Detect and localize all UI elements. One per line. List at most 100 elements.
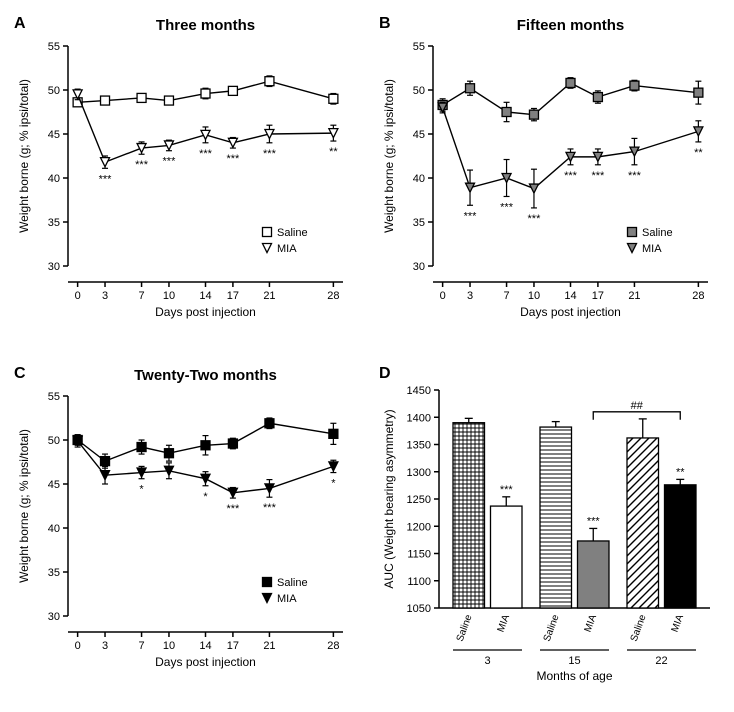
svg-text:1250: 1250 xyxy=(407,494,431,506)
svg-text:*: * xyxy=(139,484,144,496)
svg-text:30: 30 xyxy=(413,261,425,273)
svg-text:**: ** xyxy=(694,147,703,159)
svg-text:1350: 1350 xyxy=(407,440,431,452)
svg-text:45: 45 xyxy=(413,129,425,141)
svg-text:17: 17 xyxy=(227,290,239,302)
svg-text:Saline: Saline xyxy=(542,613,562,643)
svg-text:35: 35 xyxy=(48,217,60,229)
svg-text:MIA: MIA xyxy=(277,243,297,255)
svg-text:##: ## xyxy=(631,400,644,412)
svg-text:***: *** xyxy=(500,201,514,213)
svg-text:1200: 1200 xyxy=(407,521,431,533)
svg-text:Months of age: Months of age xyxy=(536,669,612,683)
svg-text:1300: 1300 xyxy=(407,467,431,479)
svg-text:Saline: Saline xyxy=(277,227,308,239)
svg-text:Days post injection: Days post injection xyxy=(520,305,621,319)
svg-text:MIA: MIA xyxy=(277,593,297,605)
svg-text:MIA: MIA xyxy=(642,243,662,255)
svg-text:50: 50 xyxy=(48,85,60,97)
svg-text:50: 50 xyxy=(413,85,425,97)
svg-text:***: *** xyxy=(135,159,149,171)
panel-c: CTwenty-Two months303540455055Weight bor… xyxy=(10,360,355,690)
svg-text:***: *** xyxy=(591,170,605,182)
svg-text:C: C xyxy=(14,365,26,382)
panel-a: AThree months303540455055Weight borne (g… xyxy=(10,10,355,340)
svg-text:40: 40 xyxy=(48,523,60,535)
svg-text:***: *** xyxy=(587,515,601,527)
svg-text:***: *** xyxy=(99,173,113,185)
svg-text:50: 50 xyxy=(48,435,60,447)
svg-text:Weight borne (g; % ipsi/total): Weight borne (g; % ipsi/total) xyxy=(382,79,396,233)
svg-text:3: 3 xyxy=(102,640,108,652)
svg-text:Saline: Saline xyxy=(455,613,475,643)
svg-text:***: *** xyxy=(163,156,177,168)
svg-text:17: 17 xyxy=(227,640,239,652)
svg-text:Saline: Saline xyxy=(629,613,649,643)
svg-text:Fifteen months: Fifteen months xyxy=(517,17,625,34)
svg-text:0: 0 xyxy=(75,290,81,302)
svg-text:MIA: MIA xyxy=(583,613,600,634)
svg-text:14: 14 xyxy=(564,290,576,302)
svg-text:Saline: Saline xyxy=(277,577,308,589)
svg-text:0: 0 xyxy=(440,290,446,302)
svg-text:***: *** xyxy=(226,503,240,515)
figure: AThree months303540455055Weight borne (g… xyxy=(0,0,734,712)
svg-text:10: 10 xyxy=(163,640,175,652)
svg-text:A: A xyxy=(14,15,26,32)
panel-b: BFifteen months303540455055Weight borne … xyxy=(375,10,720,340)
svg-text:40: 40 xyxy=(48,173,60,185)
svg-text:55: 55 xyxy=(48,391,60,403)
svg-text:40: 40 xyxy=(413,173,425,185)
svg-text:3: 3 xyxy=(102,290,108,302)
svg-text:AUC (Weight bearing asymmetry): AUC (Weight bearing asymmetry) xyxy=(382,409,396,588)
svg-text:***: *** xyxy=(263,148,277,160)
svg-text:1400: 1400 xyxy=(407,412,431,424)
svg-text:3: 3 xyxy=(484,655,490,667)
svg-text:Three months: Three months xyxy=(156,17,255,34)
svg-text:MIA: MIA xyxy=(670,613,687,634)
svg-text:28: 28 xyxy=(327,640,339,652)
svg-text:D: D xyxy=(379,365,391,382)
svg-text:B: B xyxy=(379,15,391,32)
svg-text:35: 35 xyxy=(413,217,425,229)
svg-text:7: 7 xyxy=(504,290,510,302)
svg-text:15: 15 xyxy=(568,655,580,667)
svg-text:55: 55 xyxy=(48,41,60,53)
svg-text:Weight borne (g; % ipsi/total): Weight borne (g; % ipsi/total) xyxy=(17,79,31,233)
svg-text:Days post injection: Days post injection xyxy=(155,305,256,319)
svg-text:***: *** xyxy=(199,148,213,160)
svg-text:***: *** xyxy=(226,153,240,165)
panel-d: D105011001150120012501300135014001450AUC… xyxy=(375,360,720,690)
svg-text:0: 0 xyxy=(75,640,81,652)
svg-text:***: *** xyxy=(628,170,642,182)
svg-text:14: 14 xyxy=(199,640,211,652)
svg-text:30: 30 xyxy=(48,261,60,273)
svg-text:**: ** xyxy=(329,146,338,158)
svg-text:55: 55 xyxy=(413,41,425,53)
svg-text:3: 3 xyxy=(467,290,473,302)
svg-text:***: *** xyxy=(564,170,578,182)
svg-text:1150: 1150 xyxy=(407,549,431,561)
svg-text:17: 17 xyxy=(592,290,604,302)
svg-text:1050: 1050 xyxy=(407,603,431,615)
svg-text:14: 14 xyxy=(199,290,211,302)
svg-text:21: 21 xyxy=(263,640,275,652)
svg-text:21: 21 xyxy=(263,290,275,302)
svg-text:30: 30 xyxy=(48,611,60,623)
svg-text:45: 45 xyxy=(48,479,60,491)
svg-text:*: * xyxy=(203,491,208,503)
svg-text:28: 28 xyxy=(692,290,704,302)
svg-text:45: 45 xyxy=(48,129,60,141)
svg-text:**: ** xyxy=(676,466,685,478)
svg-text:***: *** xyxy=(500,484,514,496)
svg-text:35: 35 xyxy=(48,567,60,579)
svg-text:***: *** xyxy=(263,502,277,514)
svg-text:MIA: MIA xyxy=(496,613,513,634)
svg-text:*: * xyxy=(331,478,336,490)
svg-text:10: 10 xyxy=(163,290,175,302)
svg-text:Twenty-Two months: Twenty-Two months xyxy=(134,367,277,384)
svg-text:Weight borne (g; % ipsi/total): Weight borne (g; % ipsi/total) xyxy=(17,429,31,583)
svg-text:Days post injection: Days post injection xyxy=(155,655,256,669)
svg-text:7: 7 xyxy=(139,290,145,302)
svg-text:21: 21 xyxy=(628,290,640,302)
